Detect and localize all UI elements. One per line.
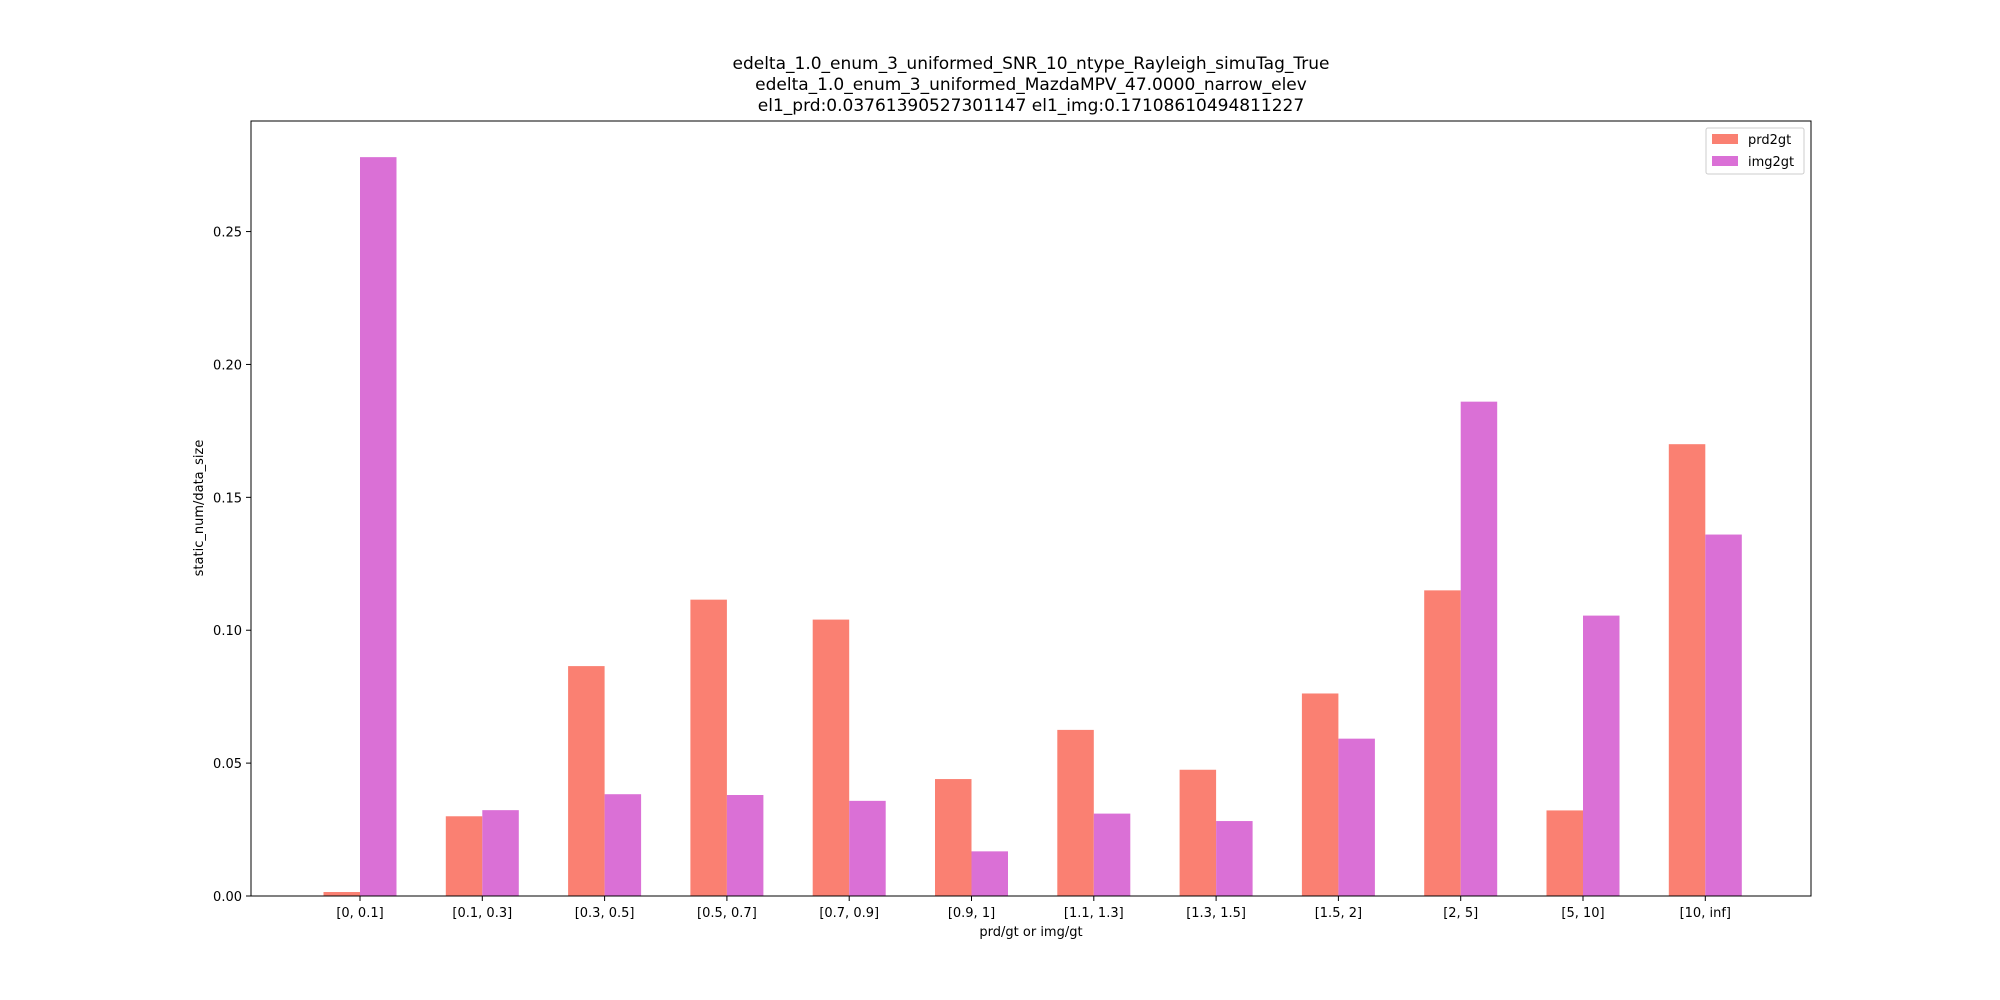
bar-img2gt-11	[1705, 534, 1742, 896]
y-axis-label: static_num/data_size	[192, 440, 207, 577]
title-line-3: el1_prd:0.03761390527301147 el1_img:0.17…	[758, 96, 1304, 116]
x-tick-label: [0.9, 1]	[948, 906, 995, 921]
bar-prd2gt-1	[445, 816, 483, 896]
x-tick-label: [1.1, 1.3]	[1064, 906, 1124, 921]
bar-prd2gt-7	[1179, 769, 1217, 896]
y-tick-label: 0.20	[213, 358, 242, 373]
y-tick-label: 0.25	[213, 226, 242, 241]
legend-label-img2gt: img2gt	[1748, 155, 1794, 170]
bar-img2gt-4	[849, 800, 886, 896]
bar-prd2gt-10	[1546, 810, 1583, 896]
bar-prd2gt-3	[690, 599, 727, 896]
y-tick-label: 0.10	[213, 624, 242, 639]
bar-prd2gt-9	[1424, 590, 1461, 896]
y-tick-label: 0.15	[213, 491, 242, 506]
bar-img2gt-8	[1338, 738, 1375, 896]
bar-img2gt-7	[1216, 821, 1253, 896]
bar-img2gt-10	[1583, 615, 1620, 896]
x-tick-label: [0, 0.1]	[336, 906, 383, 921]
x-tick-label: [1.5, 2]	[1315, 906, 1362, 921]
x-tick-label: [5, 10]	[1561, 906, 1604, 921]
x-tick-label: [10, inf]	[1680, 906, 1731, 921]
plot-frame	[250, 120, 1812, 897]
bars-group	[323, 157, 1742, 897]
x-tick-label: [2, 5]	[1443, 906, 1478, 921]
bar-img2gt-5	[971, 851, 1008, 896]
title-line-2: edelta_1.0_enum_3_uniformed_MazdaMPV_47.…	[755, 75, 1307, 95]
bar-prd2gt-4	[812, 619, 850, 896]
bar-prd2gt-0	[323, 892, 360, 896]
bar-img2gt-2	[604, 794, 642, 896]
legend: prd2gt img2gt	[1705, 127, 1805, 175]
y-axis: 0.00 0.05 0.10 0.15 0.20 0.25	[213, 226, 251, 905]
x-tick-label: [1.3, 1.5]	[1186, 906, 1246, 921]
bar-img2gt-0	[360, 157, 397, 897]
bar-prd2gt-5	[935, 779, 972, 896]
bar-prd2gt-2	[568, 666, 605, 896]
x-tick-label: [0.1, 0.3]	[452, 906, 512, 921]
bar-img2gt-1	[482, 810, 519, 896]
x-tick-label: [0.3, 0.5]	[575, 906, 635, 921]
x-axis-label: prd/gt or img/gt	[979, 925, 1082, 940]
x-tick-label: [0.7, 0.9]	[819, 906, 879, 921]
bar-img2gt-3	[726, 795, 764, 896]
bar-img2gt-6	[1093, 813, 1131, 896]
bar-prd2gt-11	[1668, 444, 1706, 896]
title-line-1: edelta_1.0_enum_3_uniformed_SNR_10_ntype…	[733, 54, 1330, 74]
bar-prd2gt-8	[1301, 693, 1339, 896]
y-tick-label: 0.00	[213, 890, 242, 905]
bar-prd2gt-6	[1057, 729, 1094, 896]
y-tick-label: 0.05	[213, 757, 242, 772]
x-axis: [0, 0.1] [0.1, 0.3] [0.3, 0.5] [0.5, 0.7] [0…	[336, 896, 1731, 921]
chart-title: edelta_1.0_enum_3_uniformed_SNR_10_ntype…	[733, 54, 1330, 116]
x-tick-label: [0.5, 0.7]	[697, 906, 757, 921]
legend-label-prd2gt: prd2gt	[1748, 133, 1791, 148]
bar-img2gt-9	[1460, 401, 1498, 896]
legend-swatch-img2gt	[1712, 156, 1738, 166]
legend-swatch-prd2gt	[1712, 134, 1738, 144]
